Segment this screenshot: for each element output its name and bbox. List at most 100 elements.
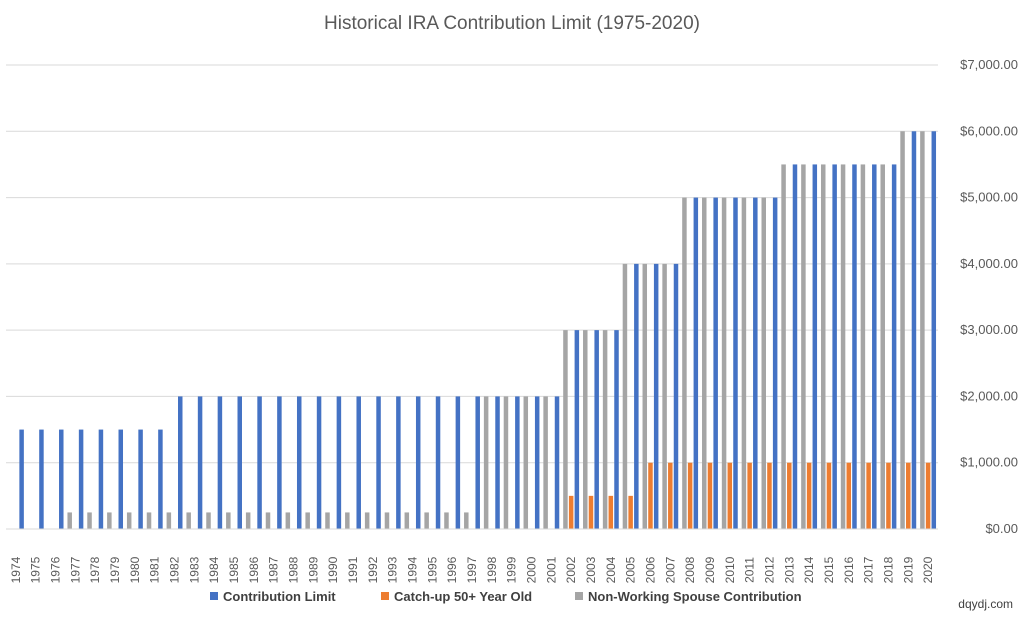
bar-catch-up-2018 xyxy=(886,462,891,529)
legend: Contribution Limit Catch-up 50+ Year Old N… xyxy=(210,589,802,604)
bar-contribution-limit-1990 xyxy=(336,396,342,529)
bar-spouse-1990 xyxy=(325,512,330,529)
bar-spouse-1984 xyxy=(206,512,211,529)
bar-contribution-limit-2014 xyxy=(812,164,818,529)
bar-spouse-1979 xyxy=(107,512,112,529)
bar-spouse-1985 xyxy=(226,512,231,529)
bar-spouse-2005 xyxy=(622,263,628,529)
bar-catch-up-2020 xyxy=(925,462,931,529)
bar-contribution-limit-2019 xyxy=(911,131,917,530)
bar-contribution-limit-1983 xyxy=(197,396,203,529)
bar-contribution-limit-1994 xyxy=(415,396,421,529)
bar-spouse-2004 xyxy=(602,330,608,529)
bar-contribution-limit-1989 xyxy=(316,396,322,529)
bar-spouse-1997 xyxy=(464,512,469,529)
bar-spouse-1993 xyxy=(384,512,390,529)
bar-spouse-1980 xyxy=(126,512,132,529)
x-tick-label: 2004 xyxy=(604,556,618,583)
x-tick-label: 2002 xyxy=(564,556,578,583)
bar-spouse-1978 xyxy=(87,512,92,529)
legend-swatch-catch-up xyxy=(381,592,389,600)
bar-spouse-1988 xyxy=(285,512,291,529)
bar-spouse-2006 xyxy=(642,263,648,529)
gridlines xyxy=(6,64,938,464)
x-tick-label: 1978 xyxy=(88,556,102,583)
bar-contribution-limit-2020 xyxy=(931,131,937,530)
bar-contribution-limit-2000 xyxy=(534,396,540,529)
legend-swatch-contribution-limit xyxy=(210,592,218,600)
x-tick-label: 1991 xyxy=(346,556,360,583)
bar-catch-up-2015 xyxy=(826,462,832,529)
bar-spouse-2003 xyxy=(583,330,588,529)
bar-catch-up-2017 xyxy=(866,462,871,529)
x-tick-label: 1982 xyxy=(168,556,182,583)
bar-spouse-1981 xyxy=(146,512,152,529)
y-tick-label: $0.00 xyxy=(985,521,1018,536)
bar-spouse-2011 xyxy=(741,197,747,529)
x-tick-label: 1995 xyxy=(425,556,439,583)
bar-spouse-1994 xyxy=(404,512,410,529)
bar-catch-up-2003 xyxy=(588,495,594,529)
bar-spouse-2020 xyxy=(920,131,925,530)
x-axis-ticks: 1974 1975 1976 1977 1978 1979 1980 1981 1982 1983… xyxy=(9,556,935,583)
bar-contribution-limit-1987 xyxy=(277,396,282,529)
bar-spouse-2016 xyxy=(840,164,846,529)
x-tick-label: 1986 xyxy=(247,556,261,583)
bar-catch-up-2014 xyxy=(806,462,812,529)
bar-contribution-limit-2016 xyxy=(852,164,857,529)
bar-spouse-2012 xyxy=(761,197,766,529)
x-tick-label: 1997 xyxy=(465,556,479,583)
x-tick-label: 2017 xyxy=(862,556,876,583)
bar-catch-up-2009 xyxy=(707,462,713,529)
y-tick-label: $2,000.00 xyxy=(960,388,1018,403)
x-tick-label: 2010 xyxy=(723,556,737,583)
x-tick-label: 1977 xyxy=(68,556,82,583)
bar-spouse-1987 xyxy=(265,512,271,529)
bar-contribution-limit-1975 xyxy=(39,429,44,529)
bar-spouse-2018 xyxy=(880,164,885,529)
x-tick-label: 1993 xyxy=(386,556,400,583)
y-tick-label: $6,000.00 xyxy=(960,123,1018,138)
bar-contribution-limit-2018 xyxy=(891,164,897,529)
bar-contribution-limit-2012 xyxy=(772,197,778,529)
bar-catch-up-2006 xyxy=(648,462,653,529)
bar-catch-up-2013 xyxy=(787,462,792,529)
bar-contribution-limit-2002 xyxy=(574,330,580,529)
bar-catch-up-2002 xyxy=(568,495,574,529)
bar-contribution-limit-1988 xyxy=(296,396,302,529)
bar-contribution-limit-2001 xyxy=(554,396,560,529)
x-tick-label: 2006 xyxy=(643,556,657,583)
bar-contribution-limit-1986 xyxy=(257,396,262,529)
bar-spouse-1992 xyxy=(364,512,370,529)
x-tick-label: 1989 xyxy=(306,556,320,583)
chart-title: Historical IRA Contribution Limit (1975-… xyxy=(324,13,700,34)
bar-contribution-limit-1992 xyxy=(376,396,381,529)
bar-contribution-limit-1978 xyxy=(98,429,104,529)
bar-catch-up-2012 xyxy=(767,462,772,529)
bar-contribution-limit-1976 xyxy=(59,429,64,529)
bar-contribution-limit-2017 xyxy=(872,164,877,529)
x-tick-label: 1976 xyxy=(49,556,63,583)
bar-contribution-limit-1980 xyxy=(138,429,143,529)
legend-swatch-spouse xyxy=(575,592,583,600)
bar-catch-up-2004 xyxy=(608,495,614,529)
bar-spouse-1986 xyxy=(245,512,251,529)
x-tick-label: 2014 xyxy=(802,556,816,583)
bar-spouse-1995 xyxy=(424,512,429,529)
legend-label-contribution-limit: Contribution Limit xyxy=(223,589,336,604)
bar-spouse-2009 xyxy=(702,197,707,529)
bar-contribution-limit-2007 xyxy=(673,263,679,529)
bar-catch-up-2007 xyxy=(668,462,673,529)
x-tick-label: 2020 xyxy=(921,556,935,583)
bar-contribution-limit-1974 xyxy=(19,429,24,529)
x-tick-label: 2000 xyxy=(524,556,538,583)
x-tick-label: 2001 xyxy=(544,556,558,583)
legend-label-spouse: Non-Working Spouse Contribution xyxy=(588,589,802,604)
bar-spouse-1996 xyxy=(444,512,449,529)
bar-spouse-2019 xyxy=(900,131,905,530)
y-tick-label: $1,000.00 xyxy=(960,455,1018,470)
bar-contribution-limit-1997 xyxy=(475,396,480,529)
x-tick-label: 1975 xyxy=(29,556,43,583)
x-tick-label: 2012 xyxy=(762,556,776,583)
bar-spouse-2010 xyxy=(721,197,727,529)
